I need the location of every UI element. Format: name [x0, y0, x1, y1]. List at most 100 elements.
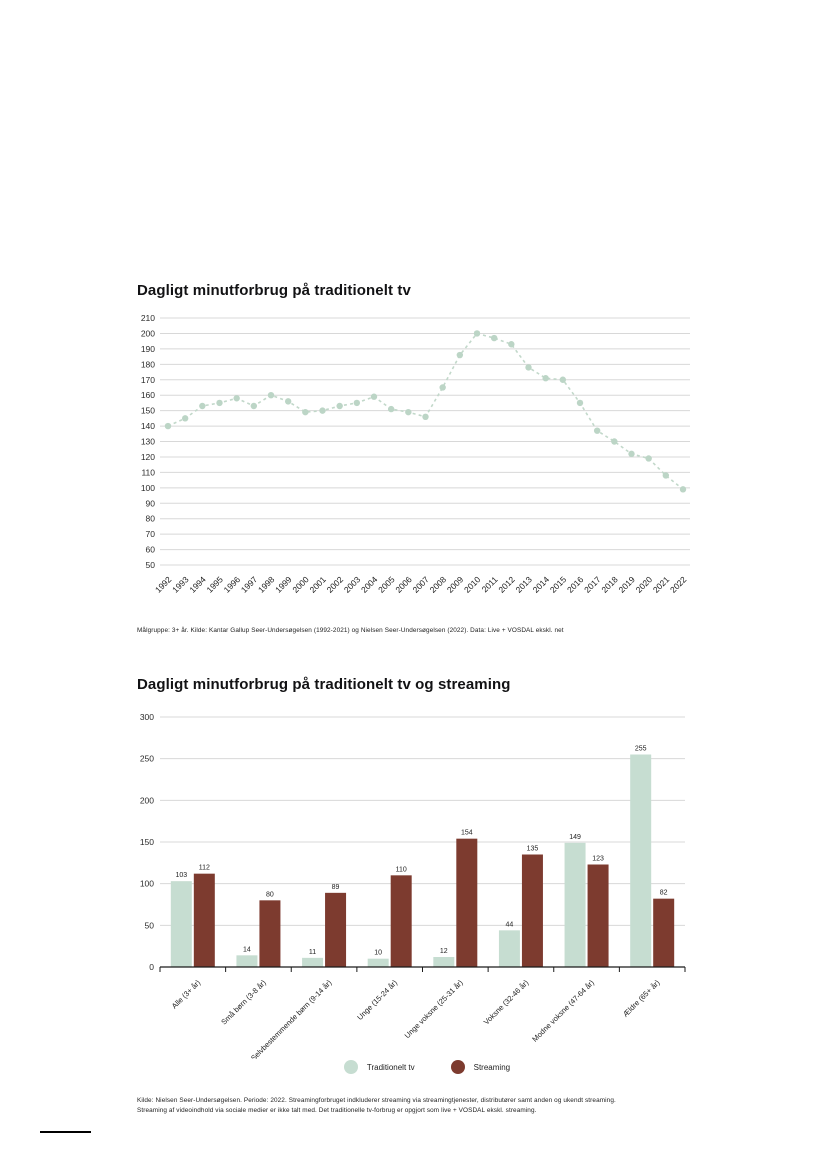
- x-tick-label: 2019: [616, 574, 637, 595]
- line-point: [559, 376, 567, 383]
- y-tick-label: 100: [140, 879, 154, 889]
- x-tick-label: 2021: [651, 574, 672, 595]
- line-point: [593, 427, 601, 434]
- legend-item-traditionelt-tv: Traditionelt tv: [343, 1060, 415, 1074]
- line-point: [628, 450, 635, 458]
- x-tick-label: 2007: [410, 574, 431, 595]
- x-tick-label: 2004: [359, 574, 380, 595]
- y-tick-label: 140: [141, 421, 155, 431]
- x-tick-label: 1998: [256, 574, 277, 595]
- x-tick-label: 2001: [307, 574, 328, 595]
- y-tick-label: 120: [141, 452, 155, 462]
- line-point: [267, 391, 275, 399]
- line-point: [542, 375, 549, 382]
- category-label: Små børn (3-8 år): [219, 978, 268, 1027]
- bar-streaming: [456, 838, 478, 967]
- streaming-swatch-icon: [450, 1060, 465, 1074]
- line-point: [645, 455, 652, 462]
- line-point: [525, 364, 532, 371]
- y-tick-label: 200: [141, 328, 155, 338]
- line-point: [576, 399, 584, 407]
- line-point: [387, 405, 395, 413]
- line-point: [456, 351, 464, 359]
- bar-traditionelt-tv: [564, 842, 586, 967]
- category-label: Ældre (65+ år): [621, 978, 662, 1019]
- bar-chart-footnote-line1: Kilde: Nielsen Seer-Undersøgelsen. Perio…: [137, 1097, 616, 1104]
- y-tick-label: 190: [141, 344, 155, 354]
- legend: Traditionelt tv Streaming: [137, 1060, 717, 1074]
- y-tick-label: 300: [140, 712, 154, 722]
- x-tick-label: 2018: [599, 574, 620, 595]
- y-tick-label: 60: [146, 545, 156, 555]
- x-tick-label: 1997: [239, 574, 260, 595]
- x-tick-label: 1994: [187, 574, 208, 595]
- line-point: [490, 334, 498, 342]
- category-label: Modne voksne (47-64 år): [530, 978, 596, 1044]
- line-chart-footnote: Målgruppe: 3+ år. Kilde: Kantar Gallup S…: [137, 627, 564, 634]
- y-tick-label: 200: [140, 795, 154, 805]
- bar-traditionelt-tv: [302, 957, 324, 967]
- bar-value-label: 82: [660, 890, 668, 897]
- legend-item-streaming: Streaming: [450, 1060, 511, 1074]
- y-tick-label: 150: [141, 406, 155, 416]
- bar-traditionelt-tv: [170, 881, 192, 967]
- y-tick-label: 150: [140, 837, 154, 847]
- line-point: [473, 330, 481, 337]
- bar-traditionelt-tv: [630, 754, 652, 967]
- x-tick-label: 2017: [582, 574, 603, 595]
- x-tick-label: 1999: [273, 574, 294, 595]
- category-label: Voksne (32-46 år): [482, 978, 531, 1027]
- bar-value-label: 12: [440, 948, 448, 955]
- y-tick-label: 70: [146, 529, 156, 539]
- bar-streaming: [193, 873, 215, 967]
- y-tick-label: 50: [145, 920, 155, 930]
- x-tick-label: 2003: [342, 574, 363, 595]
- category-label: Alle (3+ år): [170, 978, 203, 1011]
- bar-value-label: 112: [199, 865, 210, 872]
- bar-streaming: [653, 898, 675, 967]
- y-tick-label: 250: [140, 754, 154, 764]
- line-point: [250, 402, 258, 410]
- bar-value-label: 154: [461, 830, 473, 837]
- bar-value-label: 10: [374, 950, 382, 957]
- line-point: [319, 407, 326, 414]
- x-tick-label: 1995: [204, 574, 225, 595]
- y-tick-label: 80: [146, 514, 156, 524]
- bar-streaming: [390, 875, 412, 967]
- legend-label-streaming: Streaming: [473, 1062, 511, 1072]
- line-point: [679, 486, 687, 493]
- bar-value-label: 89: [332, 884, 340, 891]
- bar-traditionelt-tv: [498, 930, 520, 967]
- line-point: [164, 422, 172, 430]
- bar-streaming: [587, 864, 609, 967]
- bar-value-label: 14: [243, 946, 251, 953]
- bar-value-label: 103: [175, 872, 187, 879]
- y-tick-label: 100: [141, 483, 155, 493]
- line-series: [167, 332, 684, 490]
- x-tick-label: 2016: [565, 574, 586, 595]
- y-tick-label: 0: [149, 962, 154, 972]
- category-label: Unge voksne (25-31 år): [403, 978, 465, 1040]
- y-tick-label: 210: [141, 313, 155, 323]
- x-tick-label: 2000: [290, 574, 311, 595]
- x-tick-label: 1992: [153, 574, 174, 595]
- y-tick-label: 90: [146, 498, 156, 508]
- x-tick-label: 2009: [445, 574, 466, 595]
- bar-value-label: 44: [506, 921, 514, 928]
- x-tick-label: 2015: [548, 574, 569, 595]
- x-tick-label: 2013: [513, 574, 534, 595]
- footer-rule: [40, 1131, 91, 1133]
- y-tick-label: 110: [141, 467, 155, 477]
- line-point: [422, 413, 429, 420]
- traditionelt-tv-swatch-icon: [343, 1060, 358, 1074]
- line-point: [370, 393, 378, 400]
- bar-traditionelt-tv: [433, 957, 455, 967]
- x-tick-label: 1996: [222, 574, 243, 595]
- line-point: [405, 408, 412, 416]
- x-tick-label: 2022: [668, 574, 689, 595]
- line-point: [302, 408, 309, 416]
- bar-traditionelt-tv: [236, 955, 258, 967]
- x-tick-label: 2011: [480, 574, 500, 594]
- x-tick-label: 2002: [325, 574, 346, 595]
- x-tick-label: 2014: [531, 574, 552, 595]
